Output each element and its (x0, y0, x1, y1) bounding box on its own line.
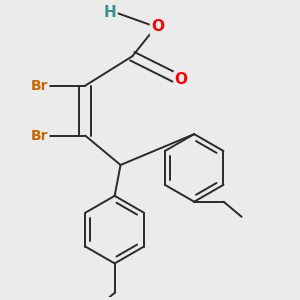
Text: O: O (174, 72, 188, 87)
Text: Br: Br (31, 79, 48, 93)
Text: O: O (151, 20, 164, 34)
Text: Br: Br (31, 129, 48, 142)
Text: H: H (104, 5, 117, 20)
